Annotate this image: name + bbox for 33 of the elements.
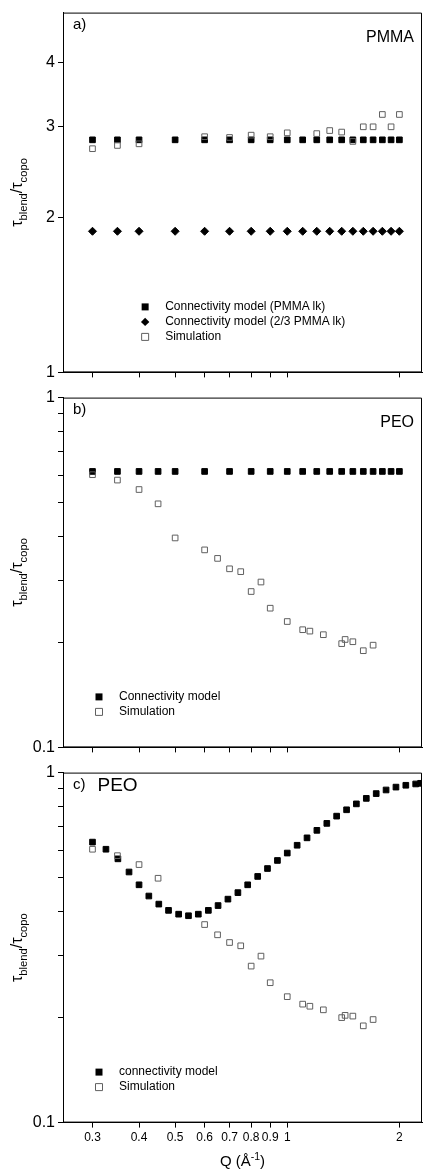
chart-title: PEO bbox=[97, 774, 138, 796]
legend-label: Connectivity model (PMMA lk) bbox=[165, 299, 326, 314]
y-axis-title: τblend/τcopo bbox=[8, 158, 29, 227]
y-tick-label: 4 bbox=[46, 52, 56, 70]
y-axis-title: τblend/τcopo bbox=[8, 538, 29, 607]
x-tick-label: 0.4 bbox=[130, 1130, 148, 1145]
annotation: c) bbox=[73, 775, 86, 793]
text: PEO bbox=[380, 413, 414, 431]
y-tick-label: 0.1 bbox=[32, 1113, 56, 1131]
y-tick-label: 3 bbox=[46, 117, 56, 135]
annotation: b) bbox=[73, 400, 87, 418]
legend-label: Simulation bbox=[119, 1079, 176, 1094]
x-tick-label: 2 bbox=[396, 1130, 404, 1145]
y-tick-label: 0.1 bbox=[32, 737, 56, 755]
legend-label: Simulation bbox=[165, 329, 222, 344]
y-axis-title: τblend/τcopo bbox=[8, 913, 29, 982]
y-tick-label: 2 bbox=[46, 207, 56, 225]
x-tick-label: 0.3 bbox=[84, 1130, 102, 1145]
legend-label: Connectivity model bbox=[119, 689, 221, 704]
x-tick-label: 1 bbox=[283, 1130, 291, 1145]
annotation: a) bbox=[73, 15, 87, 33]
y-tick-label: 1 bbox=[46, 763, 56, 781]
x-tick-label: 0.8 bbox=[242, 1130, 260, 1145]
legend-label: Connectivity model (2/3 PMMA lk) bbox=[165, 314, 346, 329]
y-tick-label: 1 bbox=[46, 362, 56, 380]
y-tick-label: 1 bbox=[46, 388, 56, 406]
legend-label: connectivity model bbox=[119, 1064, 218, 1079]
x-tick-label: 0.6 bbox=[196, 1130, 214, 1145]
x-tick-label: 0.5 bbox=[166, 1130, 184, 1145]
text: PMMA bbox=[366, 28, 415, 46]
x-tick-label: 0.9 bbox=[261, 1130, 279, 1145]
legend-label: Simulation bbox=[119, 704, 176, 719]
x-tick-label: 0.7 bbox=[221, 1130, 239, 1145]
